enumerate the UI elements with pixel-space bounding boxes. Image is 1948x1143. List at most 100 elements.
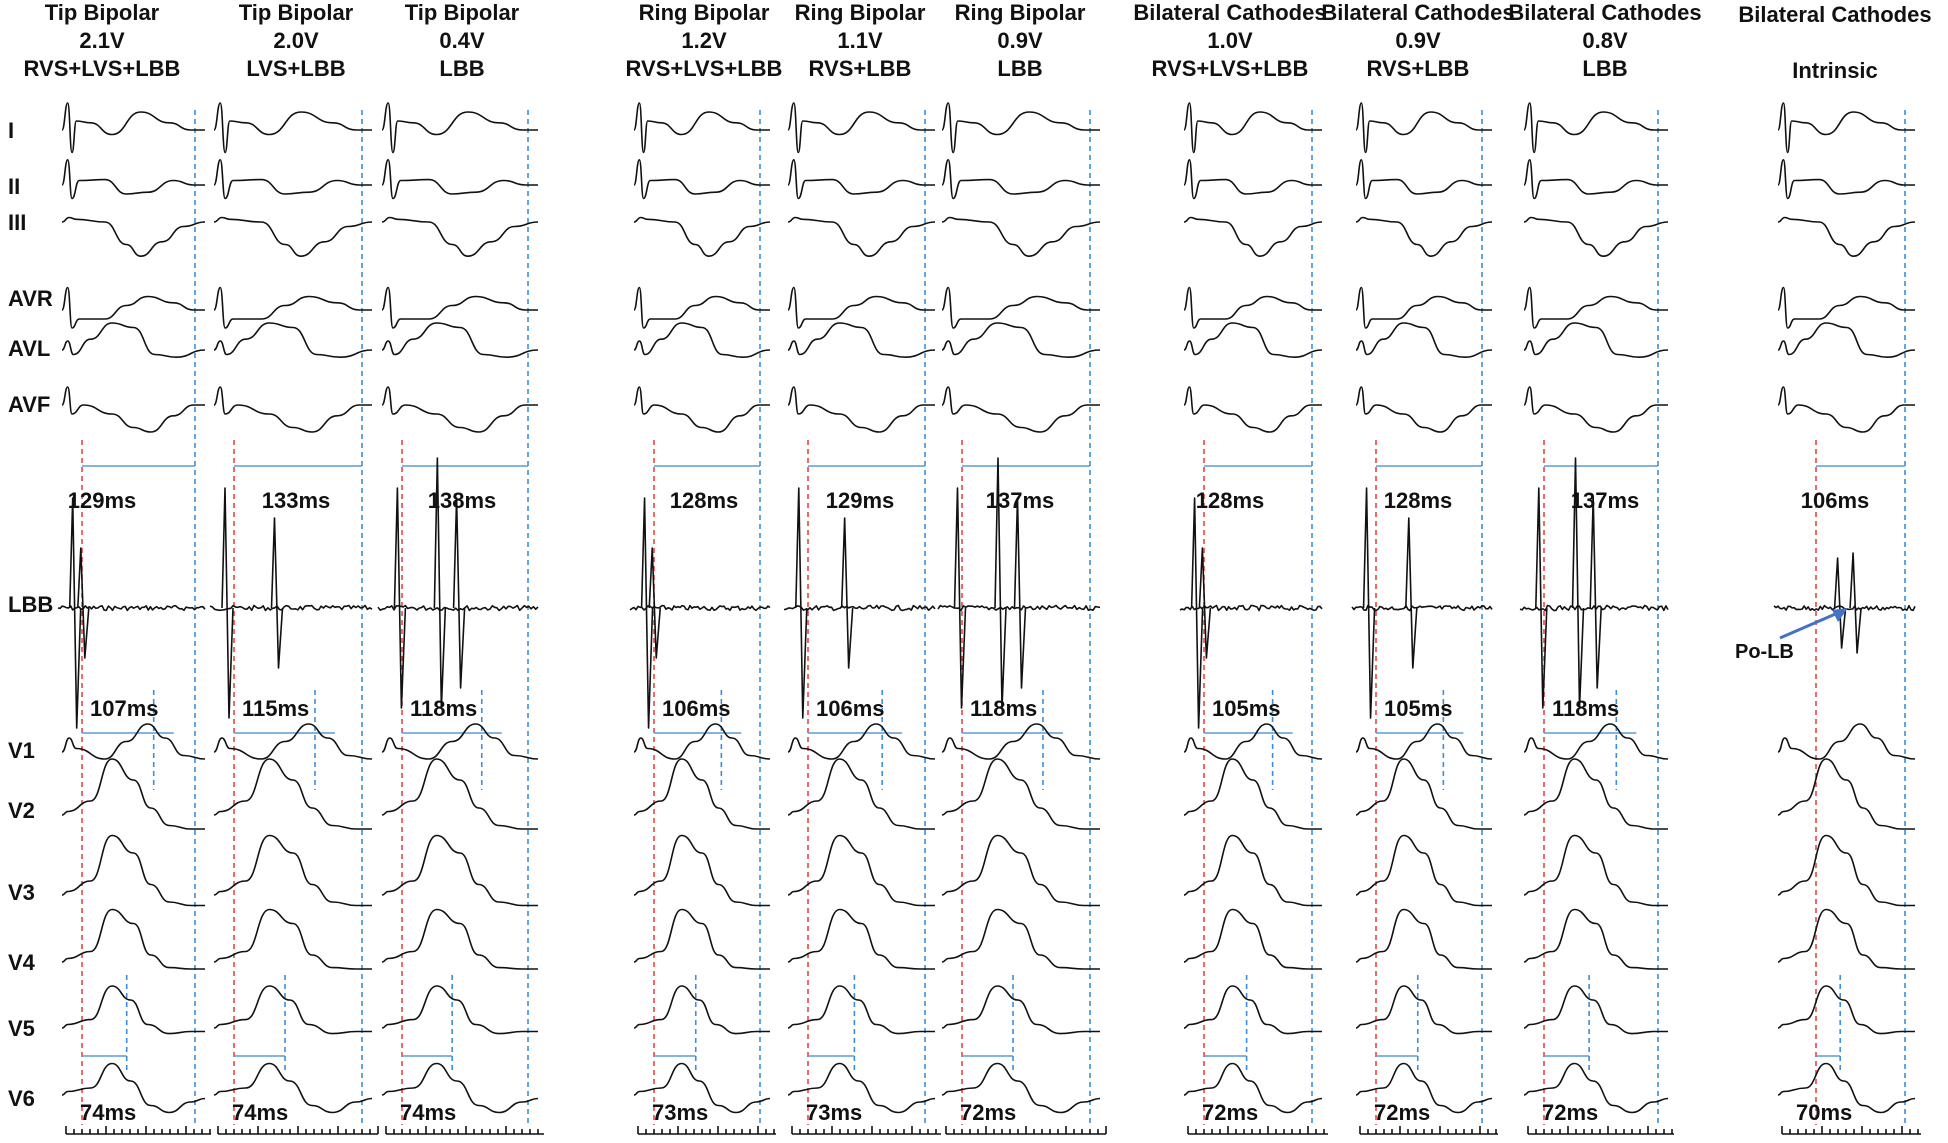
column-6-lbb-interval: 137ms — [986, 488, 1055, 513]
column-10-capture: Intrinsic — [1792, 58, 1878, 83]
column-3-lbb-interval: 138ms — [428, 488, 497, 513]
column-1-lbb-interval: 129ms — [68, 488, 137, 513]
trace-iii — [213, 216, 373, 257]
time-axes — [65, 1126, 1921, 1135]
trace-v5 — [1523, 985, 1668, 1035]
trace-avf — [1777, 386, 1915, 433]
column-7-lbb-interval: 128ms — [1196, 488, 1265, 513]
trace-v1 — [633, 723, 771, 760]
trace-v3 — [787, 834, 935, 907]
trace-v6 — [633, 1062, 771, 1114]
trace-ii — [213, 159, 372, 200]
trace-iii — [787, 216, 936, 257]
column-1-v6-interval: 74ms — [80, 1100, 136, 1125]
trace-v5 — [787, 985, 935, 1035]
trace-avl — [1523, 322, 1669, 358]
lbb-spike — [953, 487, 967, 709]
lbb-spike — [640, 497, 654, 729]
column-7-capture: RVS+LVS+LBB — [1152, 56, 1309, 81]
trace-v1 — [1523, 723, 1669, 760]
trace-v1 — [941, 723, 1101, 760]
column-8-lbb-interval: 128ms — [1384, 488, 1453, 513]
trace-ii — [941, 159, 1100, 200]
column-8-v1-interval: 105ms — [1384, 696, 1453, 721]
lbb-baseline — [629, 604, 771, 612]
column-8-voltage: 0.9V — [1395, 28, 1441, 53]
column-9-v6-interval: 72ms — [1542, 1100, 1598, 1125]
trace-v1 — [787, 723, 936, 760]
lbb-baseline — [377, 604, 539, 612]
trace-v2 — [1777, 758, 1915, 830]
trace-ii — [61, 159, 205, 200]
column-1-title: Tip Bipolar — [45, 0, 160, 25]
lead-label-v2: V2 — [8, 798, 35, 823]
column-4-lbb-interval: 128ms — [670, 488, 739, 513]
trace-iii — [1777, 216, 1916, 257]
column-4-capture: RVS+LVS+LBB — [626, 56, 783, 81]
trace-v6 — [381, 1062, 539, 1114]
trace-v3 — [1183, 834, 1322, 907]
column-3-v1-interval: 118ms — [410, 696, 477, 721]
lbb-spike — [77, 547, 90, 659]
column-9-lbb-interval: 137ms — [1571, 488, 1640, 513]
trace-i — [1777, 102, 1915, 154]
column-7-title: Bilateral Cathodes — [1133, 0, 1326, 25]
trace-v3 — [381, 834, 538, 907]
lbb-spike — [648, 547, 662, 659]
trace-i — [61, 102, 205, 154]
trace-v2 — [787, 758, 935, 830]
trace-avf — [1355, 386, 1492, 433]
trace-v1 — [213, 723, 373, 760]
column-1-voltage: 2.1V — [79, 28, 125, 53]
trace-ii — [1777, 159, 1915, 200]
column-2-lbb-interval: 133ms — [262, 488, 331, 513]
interval-measurements: 129ms 107ms 74ms 133ms 115ms 74ms 138ms 118ms 74… — [68, 488, 1870, 1125]
column-4-title: Ring Bipolar — [639, 0, 770, 25]
column-2-v1-interval: 115ms — [242, 696, 309, 721]
column-2-title: Tip Bipolar — [239, 0, 354, 25]
lead-label-i: I — [8, 118, 14, 143]
column-8-v6-interval: 72ms — [1374, 1100, 1430, 1125]
column-7-v6-interval: 72ms — [1202, 1100, 1258, 1125]
trace-v6 — [1355, 1062, 1493, 1114]
ecg-traces — [57, 102, 1916, 1114]
column-5-voltage: 1.1V — [837, 28, 883, 53]
trace-v2 — [213, 758, 372, 830]
column-10-lbb-interval: 106ms — [1801, 488, 1870, 513]
column-9-voltage: 0.8V — [1582, 28, 1628, 53]
trace-v2 — [381, 758, 538, 830]
column-2-voltage: 2.0V — [273, 28, 319, 53]
column-4-voltage: 1.2V — [681, 28, 727, 53]
trace-ii — [1183, 159, 1322, 200]
trace-v4 — [1183, 908, 1322, 970]
column-2-v6-interval: 74ms — [232, 1100, 288, 1125]
trace-iii — [633, 216, 771, 257]
lbb-spike — [1589, 497, 1602, 689]
lbb-baseline — [209, 604, 373, 612]
column-6-title: Ring Bipolar — [955, 0, 1086, 25]
trace-i — [213, 102, 372, 154]
column-10-v6-interval: 70ms — [1796, 1100, 1852, 1125]
column-5-capture: RVS+LBB — [809, 56, 912, 81]
trace-avr — [1355, 286, 1492, 329]
trace-v2 — [1355, 758, 1492, 830]
trace-v6 — [61, 1062, 206, 1114]
lbb-spike — [452, 497, 466, 689]
lead-label-v6: V6 — [8, 1086, 35, 1111]
trace-v5 — [633, 985, 770, 1035]
trace-v3 — [1523, 834, 1668, 907]
trace-v1 — [61, 723, 206, 760]
po-lb-label: Po-LB — [1735, 641, 1794, 663]
lbb-spike — [270, 517, 284, 669]
lbb-spike — [221, 487, 234, 719]
trace-iii — [1523, 216, 1669, 257]
trace-i — [787, 102, 935, 154]
trace-avl — [1183, 322, 1323, 358]
trace-v5 — [1355, 985, 1492, 1035]
trace-v4 — [213, 908, 372, 970]
trace-v3 — [1777, 834, 1915, 907]
trace-v3 — [61, 834, 205, 907]
lbb-spike — [1190, 497, 1204, 729]
trace-i — [941, 102, 1100, 154]
